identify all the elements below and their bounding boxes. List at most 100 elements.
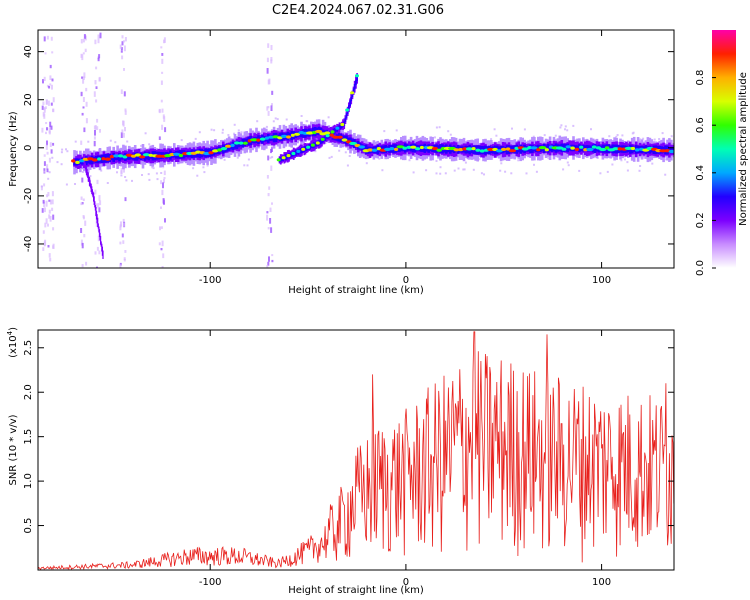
spectrogram-streak-cell: [45, 200, 48, 207]
spectrogram-speckle: [624, 158, 626, 161]
spectrogram-streak-cell: [160, 46, 163, 49]
spectrogram-streak-cell: [98, 195, 101, 201]
spectrogram-streak-cell: [48, 85, 51, 89]
spectrogram-core: [237, 141, 241, 148]
spectrogram-streak-cell: [42, 247, 45, 251]
spectrogram-speckle: [626, 169, 629, 172]
spectrogram-streak-cell: [94, 251, 97, 255]
spectrogram-branch-core: [351, 92, 354, 98]
spectrogram-streak-cell: [51, 84, 53, 90]
spectrogram-branch-cell: [330, 130, 335, 134]
spectrogram-branch-core: [335, 128, 337, 132]
spectrogram-speckle: [61, 148, 64, 151]
spectrogram-streak-cell: [80, 228, 83, 233]
spectrogram-streak-cell: [162, 198, 165, 204]
spectrogram-streak-cell: [267, 155, 270, 161]
spectrogram-streak-cell: [95, 99, 98, 103]
spectrogram-streak-cell: [269, 156, 272, 159]
spectrogram-streak-cell: [96, 246, 99, 251]
spectrogram-peak-cell: [134, 153, 141, 157]
spectrogram-peak-cell: [465, 147, 473, 151]
spectrogram-speckle: [124, 176, 127, 178]
spectrogram-streak-cell: [97, 34, 100, 39]
figure-title: C2E4.2024.067.02.31.G06: [272, 3, 444, 18]
spectrogram-streak-cell: [119, 224, 122, 228]
spectrogram-peak-cell: [599, 147, 607, 152]
snr-ytick-label: 1.0: [23, 473, 34, 489]
colorbar-tick-label: 0.4: [695, 165, 706, 181]
spectrogram-streak-cell: [160, 99, 163, 103]
spectrogram-streak-cell: [163, 177, 166, 180]
spectrogram-streak-cell: [82, 216, 85, 220]
spectrogram-speckle: [616, 134, 619, 136]
spectrogram-core: [546, 143, 550, 153]
spectrogram-speckle: [472, 168, 475, 171]
spectrogram-streak-cell: [271, 259, 274, 263]
spectrogram-branch-core: [353, 84, 356, 90]
spectrogram-speckle: [483, 173, 485, 176]
snr-unit-base: (x10: [8, 335, 19, 358]
spectrogram-streak-cell: [161, 266, 164, 268]
spectrogram-core: [578, 144, 581, 152]
spectrogram-streak-cell: [47, 192, 50, 197]
spectrogram-speckle: [480, 172, 483, 175]
spectrogram-streak-cell: [48, 253, 51, 258]
spectrogram-streak-cell: [49, 257, 52, 262]
spectrogram-streak-cell: [44, 106, 47, 109]
spectrogram-peak-cell: [371, 148, 378, 152]
spectrogram-speckle: [566, 161, 569, 164]
spectrogram-ytick-label: 0: [23, 145, 34, 151]
spectrogram-streak-cell: [158, 108, 161, 114]
spectrogram-core: [439, 144, 442, 154]
spectrogram-branch-cell: [296, 149, 301, 153]
spectrogram-speckle: [626, 161, 629, 164]
spectrogram-core: [517, 146, 520, 153]
snr-xtick-label: 100: [592, 577, 611, 588]
spectrogram-branch-core: [339, 123, 342, 130]
spectrogram-streak-cell: [162, 253, 165, 259]
spectrogram-speckle: [525, 172, 528, 175]
spectrogram-speckle: [344, 151, 347, 154]
spectrogram-speckle: [256, 120, 259, 123]
spectrogram-speckle: [439, 166, 442, 169]
spectrogram-peak-cell: [349, 141, 358, 146]
spectrogram-streak-cell: [160, 80, 163, 85]
spectrogram-streak-cell: [44, 207, 46, 213]
spectrogram-streak-cell: [124, 108, 127, 112]
spectrogram-streak-cell: [80, 202, 83, 206]
spectrogram-speckle: [213, 129, 216, 132]
spectrogram-speckle: [567, 164, 570, 167]
spectrogram-streak-cell: [49, 142, 52, 147]
spectrogram-streak-cell: [83, 127, 86, 133]
snr-plot-area: [38, 330, 674, 570]
spectrogram-peak-cell: [71, 159, 76, 163]
spectrogram-speckle: [65, 148, 67, 151]
spectrogram-peak-cell: [315, 129, 323, 134]
spectrogram-speckle: [395, 129, 398, 132]
spectrogram-streak-cell: [85, 101, 88, 107]
spectrogram-speckle: [116, 171, 118, 174]
spectrogram-streak-cell: [44, 222, 47, 228]
spectrogram-branch-core: [279, 157, 282, 162]
snr-panel: -100 0 100 0.5 1.0 1.5 2.0 2.5 Height of straig…: [6, 327, 675, 596]
spectrogram-peak-cell: [530, 146, 538, 150]
spectrogram-speckle: [390, 140, 392, 143]
spectrogram-speckle: [246, 164, 249, 167]
spectrogram-streak-cell: [121, 35, 124, 39]
spectrogram-speckle: [653, 138, 656, 141]
spectrogram-speckle: [490, 138, 493, 141]
spectrogram-peak-cell: [544, 148, 549, 152]
spectrogram-branch-core: [290, 152, 293, 158]
spectrogram-speckle: [463, 168, 466, 171]
spectrogram-core: [225, 144, 229, 152]
spectrogram-peak-cell: [142, 153, 150, 157]
spectrogram-speckle: [40, 185, 43, 188]
spectrogram-speckle: [160, 172, 163, 174]
spectrogram-speckle: [464, 161, 467, 164]
spectrogram-peak-cell: [109, 155, 115, 159]
spectrogram-speckle: [661, 132, 664, 135]
spectrogram-streak-cell: [120, 132, 123, 138]
snr-unit-exp: 4: [6, 330, 14, 335]
snr-ytick-label: 1.5: [23, 429, 34, 445]
